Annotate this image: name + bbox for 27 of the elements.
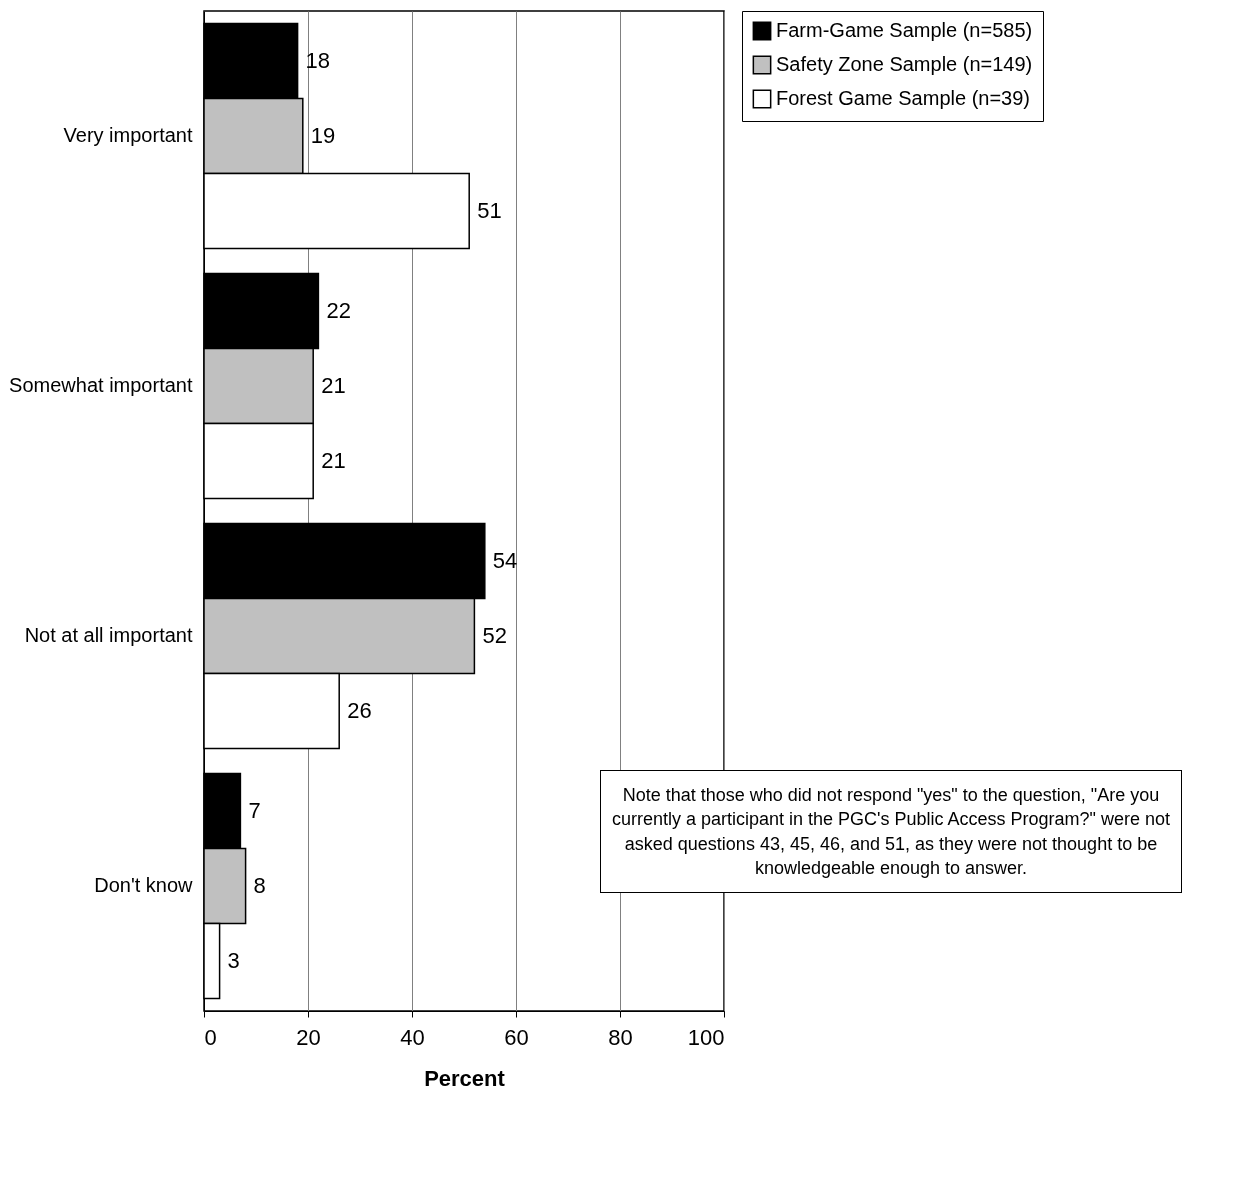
data-label: 51: [477, 198, 502, 223]
x-tick-label: 80: [608, 1024, 633, 1050]
x-tick-label: 0: [204, 1024, 217, 1050]
y-tick-label: Not at all important: [24, 624, 193, 646]
legend-label: Farm-Game Sample (n=585): [776, 19, 1033, 41]
y-tick-label: Somewhat important: [9, 374, 193, 396]
annotation: Note that those who did not respond "yes" to the question, "Are you currently a participant in the PGC's Public Access Program?" were not asked questions 43, 45, 46, and 51, as they were not thought to be knowledgeable enough to answer.: [600, 770, 1182, 894]
data-label: 18: [305, 48, 331, 73]
data-label: 21: [321, 373, 346, 398]
legend-label: Forest Game Sample (n=39): [776, 87, 1030, 109]
data-label: 22: [326, 298, 351, 323]
data-label: 3: [227, 948, 240, 973]
x-tick-label: 20: [296, 1024, 321, 1050]
data-label: 54: [492, 548, 518, 573]
x-axis-title: Percent: [424, 1065, 506, 1091]
x-tick-label: 40: [400, 1024, 425, 1050]
x-tick-label: 100: [687, 1024, 725, 1050]
legend-label: Safety Zone Sample (n=149): [776, 53, 1033, 75]
y-tick-label: Very important: [63, 124, 193, 146]
data-label: 26: [347, 698, 372, 723]
data-label: 52: [482, 623, 507, 648]
data-label: 19: [310, 123, 336, 148]
data-label: 7: [248, 798, 261, 823]
data-label: 21: [321, 448, 346, 473]
x-tick-label: 60: [504, 1024, 529, 1050]
data-label: 8: [253, 873, 266, 898]
y-tick-label: Don't know: [94, 874, 194, 896]
